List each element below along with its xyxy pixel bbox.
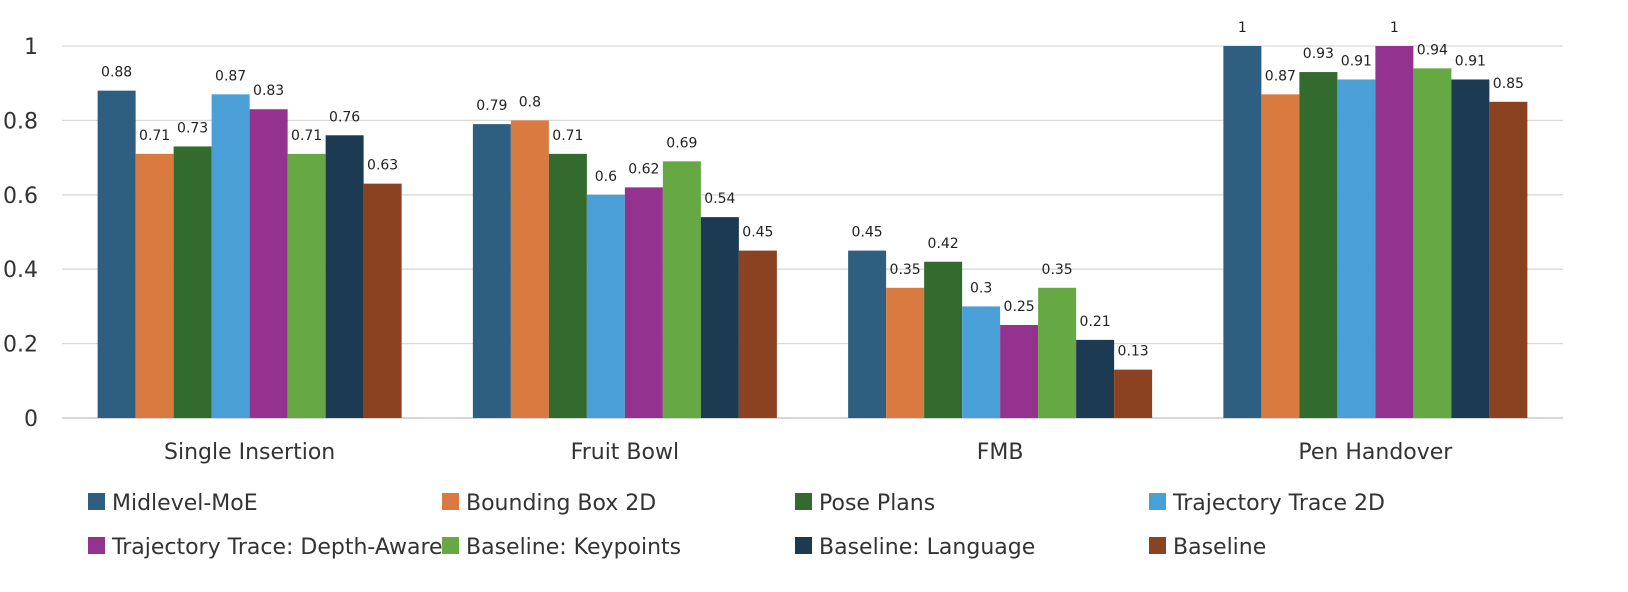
y-axis-ticks: 0 0.2 0.4 0.6 0.8 1 (3, 35, 38, 432)
bar (510, 120, 549, 419)
y-tick-label: 0.4 (3, 258, 38, 283)
bar (287, 153, 326, 418)
data-label: 0.35 (890, 262, 921, 278)
bar (924, 261, 963, 418)
data-label: 0.54 (704, 191, 735, 207)
data-label: 0.63 (367, 158, 398, 174)
bar (1489, 101, 1528, 419)
data-label: 0.69 (666, 135, 697, 151)
data-label: 0.13 (1118, 344, 1149, 360)
legend-label: Bounding Box 2D (466, 491, 656, 516)
data-label: 0.71 (291, 128, 322, 144)
data-label: 0.71 (552, 128, 583, 144)
legend-swatch (442, 537, 459, 554)
data-label: 0.93 (1303, 46, 1334, 62)
data-label: 0.73 (177, 120, 208, 136)
data-label: 0.79 (476, 98, 507, 114)
legend-swatch (795, 537, 812, 554)
bar (738, 250, 777, 418)
data-label: 0.45 (742, 225, 773, 241)
legend: Midlevel-MoE Bounding Box 2D Pose Plans Tra… (88, 491, 1385, 560)
bar (1000, 325, 1039, 418)
data-label: 0.85 (1493, 76, 1524, 92)
legend-label: Baseline: Keypoints (466, 535, 681, 560)
y-tick-label: 1 (24, 35, 38, 60)
data-label: 0.35 (1042, 262, 1073, 278)
legend-swatch (88, 537, 105, 554)
legend-label: Midlevel-MoE (112, 491, 258, 516)
data-label: 0.8 (519, 94, 541, 110)
bar (662, 161, 701, 418)
y-tick-label: 0.8 (3, 109, 38, 134)
bar (97, 90, 136, 418)
bar (363, 183, 402, 418)
data-label: 0.21 (1080, 314, 1111, 330)
data-label: 0.83 (253, 83, 284, 99)
bar (624, 187, 663, 418)
data-label: 0.42 (928, 236, 959, 252)
legend-label: Baseline (1173, 535, 1266, 560)
bar (1038, 287, 1077, 418)
data-label: 1 (1238, 20, 1247, 36)
legend-swatch (795, 493, 812, 510)
bar (135, 153, 174, 418)
legend-swatch (442, 493, 459, 510)
data-label: 0.6 (595, 169, 617, 185)
bar (848, 250, 887, 418)
data-label: 0.71 (139, 128, 170, 144)
x-axis-categories: Single Insertion Fruit Bowl FMB Pen Handove… (164, 440, 1453, 465)
bar (325, 135, 364, 418)
data-label: 1 (1390, 20, 1399, 36)
data-label: 0.87 (1265, 68, 1296, 84)
bars (97, 46, 1528, 419)
legend-swatch (1149, 493, 1166, 510)
bar (1299, 72, 1338, 418)
bar (1114, 369, 1153, 418)
data-label: 0.62 (628, 161, 659, 177)
x-category-label: Single Insertion (164, 440, 335, 465)
x-category-label: Pen Handover (1298, 440, 1453, 465)
bar (700, 217, 739, 418)
legend-label: Trajectory Trace: Depth-Aware (111, 535, 443, 560)
data-label: 0.25 (1004, 299, 1035, 315)
bar (173, 146, 212, 418)
y-tick-label: 0.2 (3, 333, 38, 358)
bar (962, 306, 1001, 418)
bar (211, 94, 250, 419)
bar (472, 124, 511, 419)
data-label: 0.76 (329, 109, 360, 125)
bar (249, 109, 288, 419)
bar (1076, 339, 1115, 418)
bar (1223, 46, 1262, 418)
bar (886, 287, 925, 418)
y-tick-label: 0 (24, 407, 38, 432)
data-label: 0.3 (970, 280, 992, 296)
bar (586, 194, 625, 418)
bar (1451, 79, 1490, 418)
legend-swatch (1149, 537, 1166, 554)
x-category-label: FMB (977, 440, 1024, 465)
y-tick-label: 0.6 (3, 184, 38, 209)
legend-label: Trajectory Trace 2D (1172, 491, 1385, 516)
data-label: 0.45 (852, 225, 883, 241)
bar (548, 153, 587, 418)
bar (1375, 46, 1414, 418)
bar (1337, 79, 1376, 418)
data-label: 0.94 (1417, 42, 1448, 58)
data-label: 0.91 (1341, 53, 1372, 69)
data-labels: 0.88 0.71 0.73 0.87 0.83 0.71 0.76 0.63 0.79 0.8 0… (101, 20, 1524, 360)
bar (1261, 94, 1300, 419)
data-label: 0.88 (101, 65, 132, 81)
legend-swatch (88, 493, 105, 510)
data-label: 0.87 (215, 68, 246, 84)
legend-label: Pose Plans (819, 491, 935, 516)
legend-label: Baseline: Language (819, 535, 1035, 560)
bar (1413, 68, 1452, 418)
data-label: 0.91 (1455, 53, 1486, 69)
x-category-label: Fruit Bowl (571, 440, 679, 465)
